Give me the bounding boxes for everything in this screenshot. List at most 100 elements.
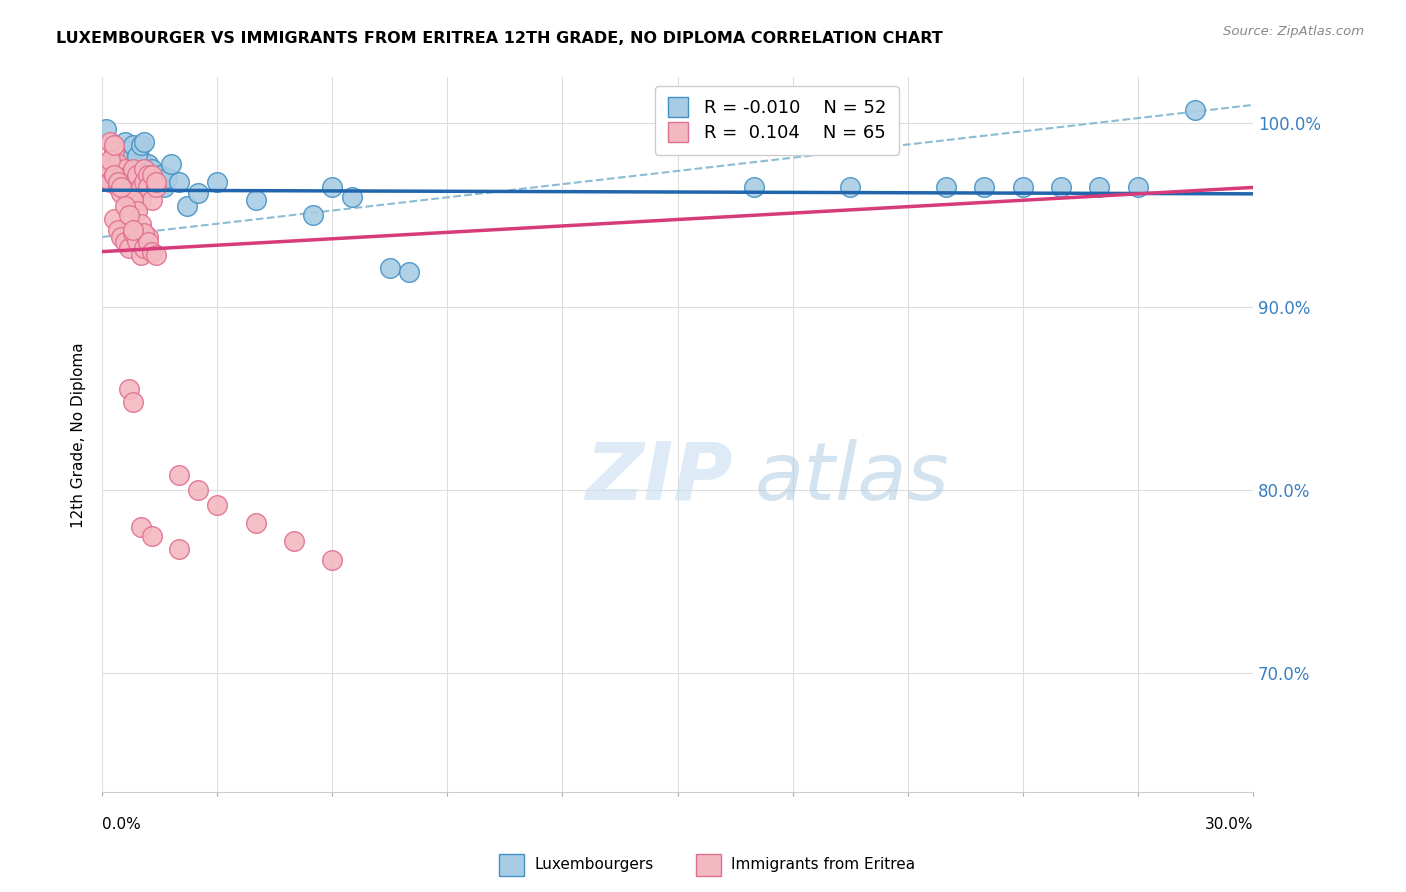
Point: [125, 175, 148, 189]
Point: [134, 241, 156, 255]
Point: [160, 156, 183, 170]
Point: [134, 175, 156, 189]
Point: [114, 175, 136, 189]
Point: [94, 121, 117, 136]
Point: [1011, 180, 1033, 194]
Point: [245, 516, 267, 530]
Point: [129, 153, 152, 167]
Point: [141, 162, 163, 177]
Point: [125, 162, 148, 177]
Point: [94, 156, 117, 170]
Point: [114, 162, 136, 177]
Point: [125, 171, 148, 186]
Point: [103, 168, 125, 182]
Point: [122, 186, 145, 200]
Point: [98, 153, 121, 167]
Point: [1050, 180, 1073, 194]
Point: [107, 156, 129, 170]
Point: [187, 186, 209, 200]
Point: [136, 230, 159, 244]
Point: [118, 144, 141, 158]
Point: [103, 211, 125, 226]
Point: [118, 382, 141, 396]
Point: [378, 261, 401, 276]
Point: [98, 162, 121, 177]
Y-axis label: 12th Grade, No Diploma: 12th Grade, No Diploma: [72, 343, 86, 528]
Point: [129, 138, 152, 153]
Text: Immigrants from Eritrea: Immigrants from Eritrea: [731, 857, 915, 872]
Point: [110, 153, 132, 167]
Point: [149, 168, 172, 182]
Point: [129, 217, 152, 231]
Point: [141, 168, 163, 182]
Point: [935, 180, 957, 194]
Point: [103, 162, 125, 177]
Point: [107, 222, 129, 236]
Point: [122, 222, 145, 236]
Point: [141, 194, 163, 208]
Text: 30.0%: 30.0%: [1205, 817, 1253, 832]
Point: [98, 168, 121, 182]
Point: [134, 175, 156, 189]
Point: [110, 144, 132, 158]
Point: [122, 194, 145, 208]
Point: [321, 552, 343, 566]
Point: [110, 230, 132, 244]
Point: [141, 244, 163, 259]
Point: [136, 171, 159, 186]
Legend: R = -0.010    N = 52, R =  0.104    N = 65: R = -0.010 N = 52, R = 0.104 N = 65: [655, 87, 898, 155]
Point: [125, 149, 148, 163]
Point: [1184, 103, 1206, 118]
Point: [122, 180, 145, 194]
Point: [118, 175, 141, 189]
Point: [98, 135, 121, 149]
Point: [136, 235, 159, 250]
Point: [1126, 180, 1149, 194]
Point: [134, 135, 156, 149]
Point: [245, 194, 267, 208]
Point: [118, 168, 141, 182]
Point: [114, 162, 136, 177]
Text: ZIP: ZIP: [585, 439, 733, 516]
Point: [110, 180, 132, 194]
Point: [103, 168, 125, 182]
Text: 0.0%: 0.0%: [103, 817, 141, 832]
Point: [145, 248, 167, 262]
Point: [156, 171, 179, 186]
Text: LUXEMBOURGER VS IMMIGRANTS FROM ERITREA 12TH GRADE, NO DIPLOMA CORRELATION CHART: LUXEMBOURGER VS IMMIGRANTS FROM ERITREA …: [56, 31, 943, 46]
Point: [107, 180, 129, 194]
Point: [110, 186, 132, 200]
Point: [122, 156, 145, 170]
Point: [129, 180, 152, 194]
Point: [129, 180, 152, 194]
Point: [98, 175, 121, 189]
Point: [94, 171, 117, 186]
Point: [118, 194, 141, 208]
Text: Source: ZipAtlas.com: Source: ZipAtlas.com: [1223, 25, 1364, 38]
Point: [122, 227, 145, 241]
Point: [207, 498, 229, 512]
Point: [114, 199, 136, 213]
Point: [118, 241, 141, 255]
Point: [141, 529, 163, 543]
Point: [114, 235, 136, 250]
Point: [167, 468, 190, 483]
Point: [125, 168, 148, 182]
Point: [134, 162, 156, 177]
Point: [122, 162, 145, 177]
Point: [103, 138, 125, 153]
Point: [398, 265, 420, 279]
Point: [125, 234, 148, 248]
Point: [134, 168, 156, 182]
Point: [114, 171, 136, 186]
Point: [129, 519, 152, 533]
Point: [321, 180, 343, 194]
Point: [125, 204, 148, 219]
Point: [207, 175, 229, 189]
Point: [134, 227, 156, 241]
Point: [107, 175, 129, 189]
Point: [114, 135, 136, 149]
Point: [742, 180, 765, 194]
Point: [176, 199, 198, 213]
Point: [973, 180, 995, 194]
